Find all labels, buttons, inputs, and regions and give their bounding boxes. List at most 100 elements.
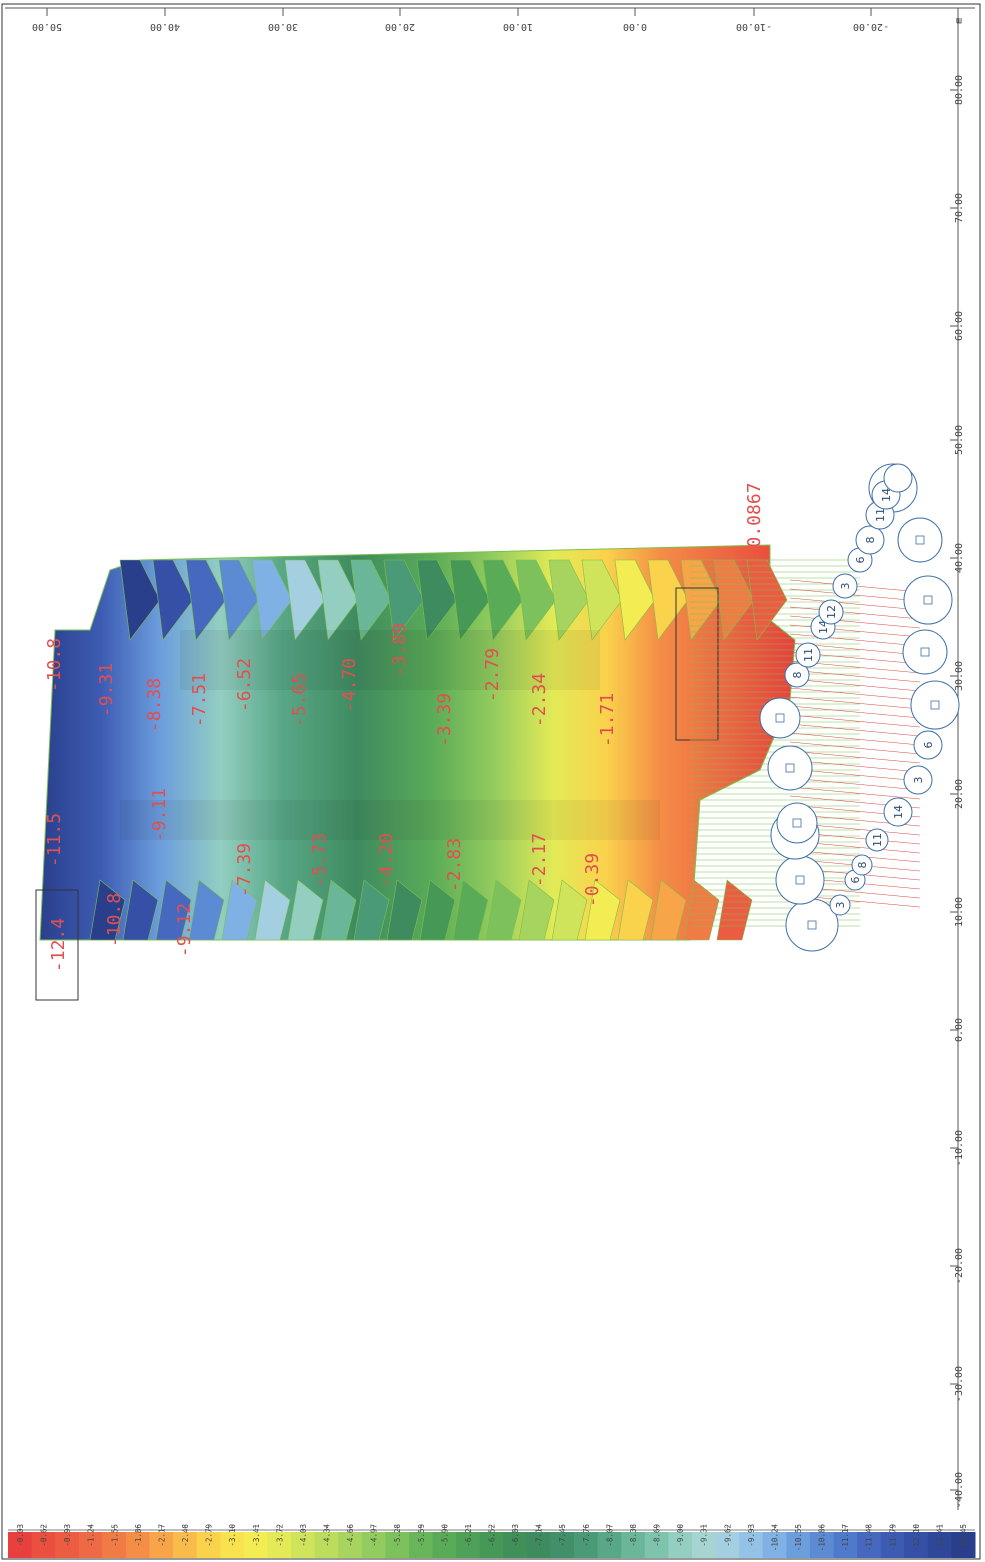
contour-value-label: -0.39 <box>582 853 603 907</box>
y-tick-label: -30.00 <box>954 1366 965 1402</box>
support-square <box>775 713 785 723</box>
legend-swatch <box>833 1532 858 1558</box>
support-line-red <box>789 732 921 746</box>
legend-value-label: -2.48 <box>181 1524 190 1547</box>
contour-value-label: -9.11 <box>149 788 170 842</box>
support-node <box>832 573 858 599</box>
contour-labels: -12.4 -10.8 -9.12 -7.39 -5.73 -4.20 -2.83 -2.17… <box>44 482 765 972</box>
legend-value-label: -4.34 <box>322 1524 331 1547</box>
sawtooth-bottom-segment <box>188 879 225 941</box>
support-label: 12 <box>825 605 838 619</box>
y-tick-label: 30.00 <box>954 661 965 691</box>
contour-value-label: -11.5 <box>44 813 65 867</box>
y-tick-label: -10.00 <box>954 1130 965 1166</box>
contour-value-label: -3.89 <box>389 623 410 677</box>
legend-swatch <box>809 1532 834 1558</box>
support-node <box>829 894 851 916</box>
y-tick-label: -20.00 <box>954 1248 965 1284</box>
legend-swatch <box>479 1532 504 1558</box>
support-square <box>923 595 933 605</box>
legend-swatch <box>149 1532 174 1558</box>
support-circle <box>897 517 943 563</box>
support-circle <box>767 745 813 791</box>
legend-swatch <box>503 1532 528 1558</box>
legend-value-label: -0.93 <box>63 1524 72 1547</box>
legend-value-label: -1.55 <box>110 1524 119 1547</box>
contour-value-label: -4.70 <box>339 658 360 712</box>
sawtooth-bottom-segment <box>353 879 390 941</box>
legend-swatch <box>385 1532 410 1558</box>
column-strip-lower <box>120 800 660 840</box>
legend-swatch <box>927 1532 952 1558</box>
legend-value-label: -2.17 <box>157 1524 166 1547</box>
slab-contour-body <box>39 544 796 941</box>
sawtooth-bottom-segment <box>485 879 522 941</box>
legend-value-label: -3.72 <box>275 1524 284 1547</box>
x-tick-label: -20.00 <box>853 21 889 32</box>
legend-swatch <box>220 1532 245 1558</box>
sawtooth-bottom-segment <box>386 879 423 941</box>
x-tick-label: 20.00 <box>385 21 415 32</box>
support-line-red <box>789 741 921 755</box>
legend-swatch <box>904 1532 929 1558</box>
contour-value-label: -4.20 <box>376 833 397 887</box>
legend-swatch <box>739 1532 764 1558</box>
sawtooth-bottom-segment <box>89 879 126 941</box>
contour-value-label: -9.12 <box>174 903 195 957</box>
contour-value-label: -6.52 <box>234 658 255 712</box>
legend-value-label: -5.90 <box>440 1524 449 1547</box>
y-tick-label: 20.00 <box>954 779 965 809</box>
support-line-red <box>789 777 921 791</box>
support-line-red <box>789 615 921 629</box>
legend-swatch <box>409 1532 434 1558</box>
support-label: 11 <box>874 508 887 522</box>
sawtooth-bottom-segment <box>617 879 654 941</box>
color-legend: -0.03 -0.62 -0.93 -1.24 -1.55 -1.86 -2.17 -2.48… <box>8 1524 976 1558</box>
sawtooth-bottom-segment <box>518 879 555 941</box>
support-line-red <box>789 750 921 764</box>
legend-swatch <box>361 1532 386 1558</box>
contour-value-label: -7.51 <box>189 673 210 727</box>
support-label: 3 <box>839 583 852 590</box>
y-tick-label: 70.00 <box>954 193 965 223</box>
support-line-red <box>789 597 921 611</box>
legend-value-label: -9.62 <box>723 1524 732 1547</box>
contour-value-label: -2.17 <box>529 833 550 887</box>
support-circle <box>910 680 960 730</box>
legend-swatch <box>432 1532 457 1558</box>
support-node <box>883 463 913 493</box>
support-label: 3 <box>834 902 847 909</box>
legend-swatch <box>526 1532 551 1558</box>
y-tick-label: 50.00 <box>954 425 965 455</box>
support-square <box>785 763 795 773</box>
support-line-red <box>789 588 921 602</box>
contour-value-label: -3.39 <box>434 693 455 747</box>
support-node <box>851 854 873 876</box>
column-strip-upper <box>180 630 600 690</box>
support-circle <box>759 697 801 739</box>
x-axis-ticks: 50.00 40.00 30.00 20.00 10.00 0.00 -10.00 -20.0… <box>32 8 889 32</box>
legend-value-label: -10.55 <box>794 1524 803 1551</box>
support-node <box>883 797 913 827</box>
legend-swatch <box>692 1532 717 1558</box>
support-label: 6 <box>854 557 867 564</box>
legend-swatch <box>55 1532 80 1558</box>
legend-value-label: -7.45 <box>558 1524 567 1547</box>
legend-swatch <box>951 1532 976 1558</box>
legend-value-label: -0.62 <box>40 1524 49 1547</box>
contour-value-label: -10.8 <box>44 638 65 692</box>
contour-value-label: -5.65 <box>289 673 310 727</box>
legend-value-label: -0.03 <box>16 1524 25 1547</box>
legend-swatch <box>715 1532 740 1558</box>
support-line-red <box>789 669 921 683</box>
legend-swatch <box>621 1532 646 1558</box>
legend-swatch <box>644 1532 669 1558</box>
sawtooth-bottom-segment <box>683 879 720 941</box>
support-node <box>865 828 889 852</box>
support-node <box>784 662 810 688</box>
legend-value-label: -3.10 <box>228 1524 237 1547</box>
legend-swatch <box>762 1532 787 1558</box>
support-label: 6 <box>849 877 862 884</box>
sawtooth-bottom-segment <box>716 879 753 941</box>
